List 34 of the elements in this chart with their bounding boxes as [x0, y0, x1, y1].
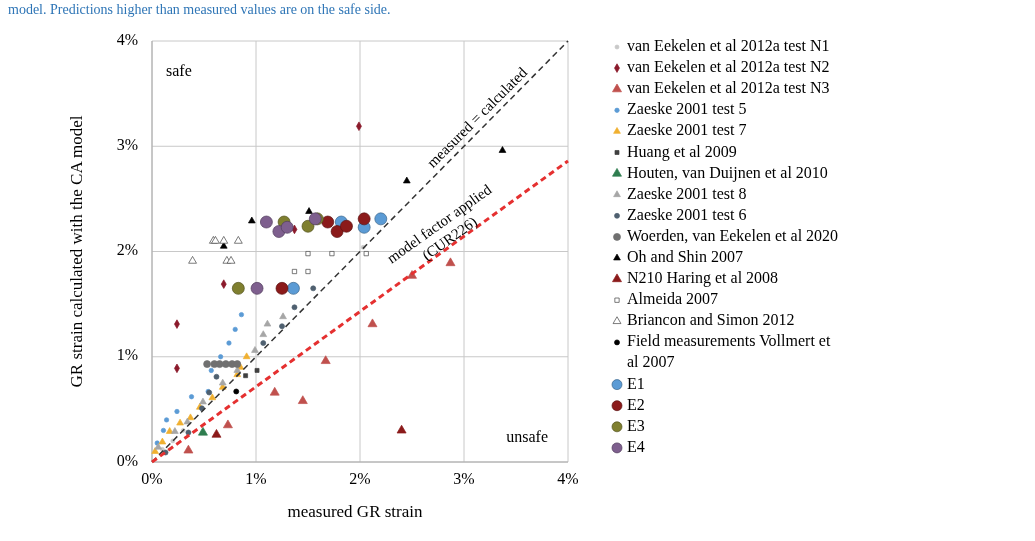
- legend-label: Zaeske 2001 test 8: [627, 184, 747, 202]
- legend-label: van Eekelen et al 2012a test N2: [627, 57, 830, 75]
- legend-label: Woerden, van Eekelen et al 2020: [627, 226, 839, 244]
- y-tick-label: 3%: [116, 135, 138, 153]
- y-tick-label: 1%: [116, 346, 138, 364]
- legend-label: Almeida 2007: [627, 289, 719, 307]
- y-tick-label: 0%: [116, 451, 138, 469]
- legend-label: Zaeske 2001 test 5: [627, 99, 747, 117]
- x-tick-label: 1%: [245, 470, 267, 487]
- x-axis-title: measured GR strain: [287, 502, 423, 521]
- legend-label: Briancon and Simon 2012: [627, 310, 795, 328]
- x-tick-label: 2%: [349, 470, 371, 487]
- legend-label: E4: [627, 437, 645, 455]
- legend-label: Huang et al 2009: [627, 142, 737, 161]
- legend-label: E2: [627, 395, 645, 413]
- annotation: safe: [166, 62, 192, 79]
- legend-label: E1: [627, 374, 645, 392]
- x-tick-label: 3%: [453, 470, 475, 487]
- legend-label: Zaeske 2001 test 6: [627, 205, 747, 223]
- legend-label: Oh and Shin 2007: [627, 247, 743, 265]
- y-axis-title: GR strain calculated with the CA model: [67, 115, 86, 388]
- x-tick-label: 4%: [557, 470, 579, 487]
- annotation: unsafe: [506, 428, 548, 445]
- y-tick-label: 4%: [116, 30, 138, 48]
- y-tick-label: 2%: [116, 241, 138, 259]
- legend-label: Zaeske 2001 test 7: [627, 121, 747, 139]
- legend-label: Houten, van Duijnen et al 2010: [627, 163, 828, 182]
- legend-label: E3: [627, 416, 645, 434]
- legend-label: van Eekelen et al 2012a test N3: [627, 78, 830, 96]
- legend-label: van Eekelen et al 2012a test N1: [627, 36, 830, 54]
- x-tick-label: 0%: [141, 470, 163, 487]
- legend-label: N210 Haring et al 2008: [627, 268, 779, 287]
- legend-label: Field measurements Vollmert et al 2007: [627, 332, 831, 371]
- text: model. Predictions higher than measured values are on the safe side.: [8, 2, 391, 17]
